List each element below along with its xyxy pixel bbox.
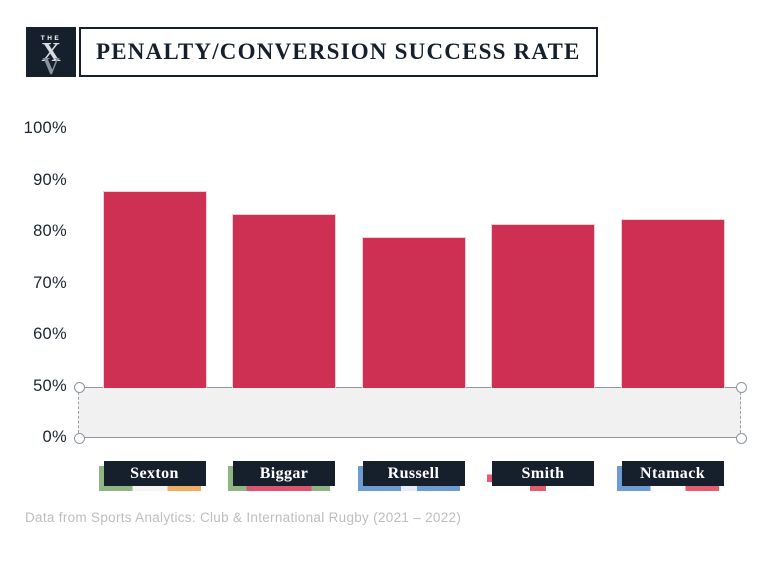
logo-x-glyph: X [41,37,61,67]
y-tick-label: 0% [42,428,67,446]
player-name: Biggar [233,461,335,486]
y-tick-label: 60% [33,325,67,344]
y-tick-label: 80% [33,222,67,241]
y-tick-label: 100% [23,119,67,137]
break-handle-bottom-right [735,432,747,444]
axis-break-dash-left [78,392,79,433]
player-name: Smith [492,461,594,486]
bar-ntamack [620,219,725,388]
header: THE X V PENALTY/CONVERSION SUCCESS RATE [26,27,598,80]
y-tick-label: 50% [33,377,67,395]
the-xv-logo: THE X V [26,27,76,80]
category-label-smith: Smith [487,461,594,491]
bar-smith [491,224,595,388]
axis-break-dash-right [740,392,741,433]
break-handle-bottom-left [73,432,85,444]
category-label-russell: Russell [357,461,465,491]
axis-break-band [79,387,741,438]
y-tick-label: 70% [33,273,67,292]
title-box: PENALTY/CONVERSION SUCCESS RATE [79,27,598,77]
bar-biggar [232,214,336,388]
break-handle-top-left [73,381,85,393]
y-tick-label: 90% [33,170,67,189]
break-handle-top-right [735,381,747,393]
player-name: Russell [362,461,465,486]
category-label-ntamack: Ntamack [616,461,724,491]
category-label-biggar: Biggar [228,461,335,491]
source-note: Data from Sports Analytics: Club & Inter… [25,510,462,525]
xv-monogram-icon: THE X V [41,35,62,80]
player-name: Ntamack [621,461,724,486]
player-name: Sexton [103,461,206,486]
category-label-sexton: Sexton [98,461,206,491]
logo-the-text: THE [41,35,62,42]
page-title: PENALTY/CONVERSION SUCCESS RATE [96,39,581,64]
bar-russell [361,237,466,388]
bar-sexton [102,190,207,388]
logo-v-glyph: V [42,54,60,77]
